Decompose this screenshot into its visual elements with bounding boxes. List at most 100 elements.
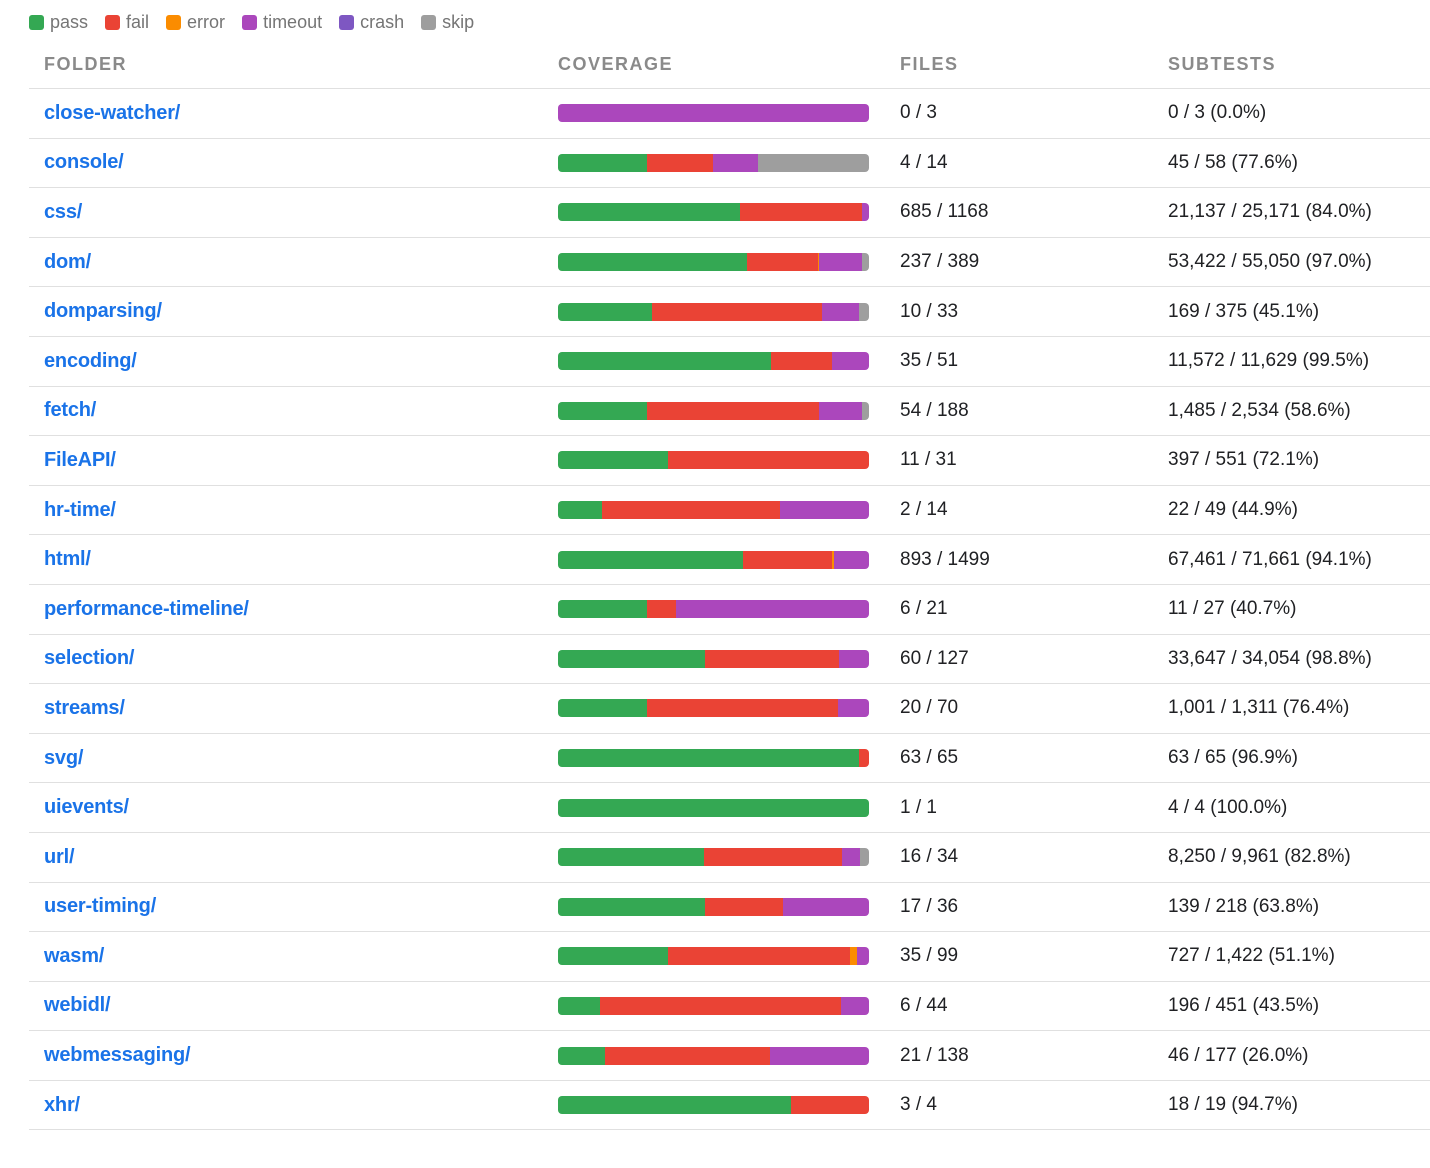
folder-link[interactable]: fetch/	[44, 399, 97, 422]
folder-link[interactable]: streams/	[44, 696, 125, 719]
coverage-bar[interactable]	[558, 1096, 869, 1115]
header-folder[interactable]: FOLDER	[44, 54, 127, 74]
coverage-segment-pass	[558, 649, 705, 668]
folder-link[interactable]: css/	[44, 200, 83, 223]
files-count: 63 / 65	[900, 747, 959, 769]
coverage-bar[interactable]	[558, 699, 869, 718]
coverage-bar[interactable]	[558, 302, 869, 321]
table-row: dom/237 / 389 53,422 / 55,050 (97.0%)	[29, 238, 1430, 288]
folder-link[interactable]: encoding/	[44, 349, 137, 372]
coverage-segment-fail	[605, 1046, 770, 1065]
coverage-segment-fail	[646, 600, 677, 619]
coverage-bar[interactable]	[558, 153, 869, 172]
subtests-count: 18 / 19 (94.7%)	[1168, 1094, 1298, 1116]
legend-item-pass: pass	[29, 12, 88, 33]
folder-link[interactable]: webidl/	[44, 994, 111, 1017]
folder-link[interactable]: wasm/	[44, 944, 105, 967]
table-body: close-watcher/0 / 3 0 / 3 (0.0%) console/4…	[29, 89, 1430, 1131]
files-count: 893 / 1499	[900, 548, 990, 570]
folder-link[interactable]: dom/	[44, 250, 91, 273]
coverage-segment-pass	[558, 1096, 792, 1115]
coverage-bar[interactable]	[558, 352, 869, 371]
legend-swatch-error	[166, 14, 182, 30]
coverage-segment-skip	[862, 401, 869, 420]
subtests-count: 1,485 / 2,534 (58.6%)	[1168, 399, 1351, 421]
folder-link[interactable]: xhr/	[44, 1093, 80, 1116]
folder-link[interactable]: user-timing/	[44, 895, 157, 918]
coverage-segment-pass	[558, 600, 647, 619]
coverage-segment-error	[861, 203, 863, 222]
header-coverage[interactable]: COVERAGE	[558, 54, 674, 74]
table-row: encoding/35 / 51 11,572 / 11,629 (99.5%)	[29, 337, 1430, 387]
folder-link[interactable]: hr-time/	[44, 498, 116, 521]
legend-label: skip	[442, 11, 475, 32]
table-row: css/685 / 1168 21,137 / 25,171 (84.0%)	[29, 188, 1430, 238]
table-row: selection/60 / 127 33,647 / 34,054 (98.8%…	[29, 635, 1430, 685]
folder-link[interactable]: console/	[44, 151, 124, 174]
coverage-segment-pass	[558, 401, 648, 420]
folder-link[interactable]: selection/	[44, 647, 135, 670]
subtests-count: 4 / 4 (100.0%)	[1168, 796, 1288, 818]
coverage-segment-timeout	[833, 550, 869, 569]
table-row: domparsing/10 / 33 169 / 375 (45.1%)	[29, 287, 1430, 337]
coverage-bar[interactable]	[558, 897, 869, 916]
coverage-bar[interactable]	[558, 550, 869, 569]
legend-label: pass	[50, 11, 89, 32]
subtests-count: 727 / 1,422 (51.1%)	[1168, 945, 1335, 967]
legend-label: timeout	[263, 11, 323, 32]
coverage-segment-timeout	[713, 153, 758, 172]
header-files[interactable]: FILES	[900, 54, 959, 74]
files-count: 17 / 36	[900, 895, 959, 917]
coverage-segment-pass	[558, 798, 869, 817]
header-subtests[interactable]: SUBTESTS	[1168, 54, 1277, 74]
coverage-segment-pass	[558, 699, 647, 718]
folder-link[interactable]: uievents/	[44, 796, 129, 819]
coverage-bar[interactable]	[558, 203, 869, 222]
coverage-bar[interactable]	[558, 996, 869, 1015]
coverage-bar[interactable]	[558, 104, 869, 123]
coverage-bar[interactable]	[558, 798, 869, 817]
folder-link[interactable]: performance-timeline/	[44, 597, 249, 620]
folder-link[interactable]: svg/	[44, 746, 84, 769]
subtests-count: 67,461 / 71,661 (94.1%)	[1168, 548, 1372, 570]
files-count: 54 / 188	[900, 399, 969, 421]
coverage-bar[interactable]	[558, 451, 869, 470]
files-count: 237 / 389	[900, 251, 980, 273]
table-row: wasm/35 / 99 727 / 1,422 (51.1%)	[29, 932, 1430, 982]
coverage-segment-timeout	[841, 848, 860, 867]
coverage-bar[interactable]	[558, 501, 869, 520]
folder-link[interactable]: FileAPI/	[44, 448, 116, 471]
table-row: hr-time/2 / 14 22 / 49 (44.9%)	[29, 486, 1430, 536]
folder-link[interactable]: close-watcher/	[44, 101, 181, 124]
files-count: 60 / 127	[900, 647, 969, 669]
coverage-bar[interactable]	[558, 1046, 869, 1065]
coverage-bar[interactable]	[558, 600, 869, 619]
coverage-segment-fail	[740, 203, 862, 222]
table-row: close-watcher/0 / 3 0 / 3 (0.0%)	[29, 89, 1430, 139]
table-header: FOLDER COVERAGE FILES SUBTESTS	[29, 40, 1430, 89]
subtests-count: 196 / 451 (43.5%)	[1168, 994, 1320, 1016]
coverage-bar[interactable]	[558, 649, 869, 668]
folder-link[interactable]: html/	[44, 548, 91, 571]
coverage-segment-timeout	[840, 996, 869, 1015]
coverage-segment-pass	[558, 302, 653, 321]
coverage-bar[interactable]	[558, 848, 869, 867]
subtests-count: 53,422 / 55,050 (97.0%)	[1168, 251, 1372, 273]
coverage-segment-timeout	[769, 1046, 869, 1065]
coverage-segment-fail	[743, 550, 833, 569]
coverage-segment-pass	[558, 253, 748, 272]
table-row: uievents/1 / 1 4 / 4 (100.0%)	[29, 783, 1430, 833]
status-legend: pass fail error timeout crash skip	[29, 10, 491, 34]
folder-link[interactable]: domparsing/	[44, 300, 162, 323]
coverage-segment-timeout	[862, 203, 869, 222]
files-count: 20 / 70	[900, 697, 959, 719]
coverage-segment-timeout	[856, 947, 869, 966]
coverage-bar[interactable]	[558, 253, 869, 272]
coverage-bar[interactable]	[558, 749, 869, 768]
folder-link[interactable]: url/	[44, 845, 75, 868]
table-row: xhr/3 / 4 18 / 19 (94.7%)	[29, 1081, 1430, 1131]
coverage-bar[interactable]	[558, 401, 869, 420]
coverage-segment-pass	[558, 848, 705, 867]
coverage-bar[interactable]	[558, 947, 869, 966]
folder-link[interactable]: webmessaging/	[44, 1044, 191, 1067]
